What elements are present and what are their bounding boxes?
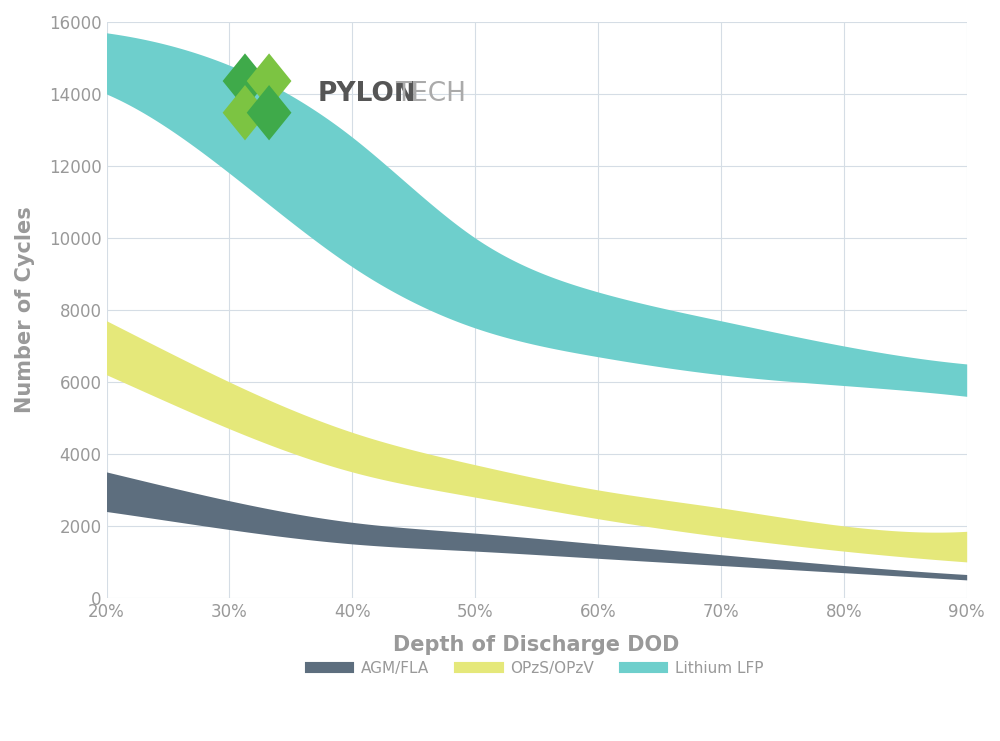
Polygon shape [223,85,267,140]
Legend: AGM/FLA, OPzS/OPzV, Lithium LFP: AGM/FLA, OPzS/OPzV, Lithium LFP [304,654,769,682]
Polygon shape [223,53,267,109]
Polygon shape [247,85,291,140]
Text: PYLON: PYLON [317,81,416,107]
X-axis label: Depth of Discharge DOD: Depth of Discharge DOD [393,634,680,654]
Text: TECH: TECH [395,81,466,107]
Polygon shape [247,53,291,109]
Y-axis label: Number of Cycles: Number of Cycles [15,207,35,413]
